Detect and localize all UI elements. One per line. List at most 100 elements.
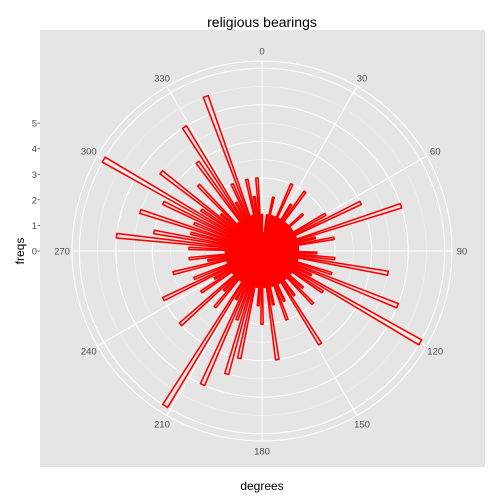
angle-tick-180: 180 xyxy=(254,447,270,458)
x-axis-title: degrees xyxy=(240,479,283,493)
bar-32 xyxy=(261,250,292,275)
bar-26 xyxy=(261,250,299,262)
bar-41 xyxy=(261,250,274,288)
angle-tick-150: 150 xyxy=(354,420,370,431)
bar-16 xyxy=(261,200,363,252)
bar-76 xyxy=(199,208,263,252)
bar-30 xyxy=(261,250,423,346)
bar-36 xyxy=(261,250,296,297)
bar-38 xyxy=(261,250,281,285)
bar-44 xyxy=(261,250,266,289)
bar-63 xyxy=(226,250,263,264)
bar-9 xyxy=(261,190,307,252)
bar-62 xyxy=(193,250,263,281)
bar-88 xyxy=(252,195,263,252)
bar-23 xyxy=(261,250,318,255)
bar-80 xyxy=(237,221,263,252)
bar-0 xyxy=(260,213,264,252)
bar-61 xyxy=(161,250,263,302)
bar-22 xyxy=(261,248,300,252)
bar-81 xyxy=(195,160,263,252)
bar-50 xyxy=(235,250,263,321)
bar-72 xyxy=(138,208,263,252)
bar-17 xyxy=(261,235,297,252)
bar-77 xyxy=(159,169,263,252)
angle-tick-90: 90 xyxy=(457,247,468,258)
bar-4 xyxy=(261,214,274,252)
angle-tick-300: 300 xyxy=(81,147,97,158)
angle-tick-330: 330 xyxy=(154,73,170,84)
bar-8 xyxy=(261,203,293,252)
bar-89 xyxy=(254,177,263,252)
radial-tick-labels: 0 1 2 3 4 5 xyxy=(32,119,40,258)
radial-tick-3: 3 xyxy=(32,170,37,181)
bar-13 xyxy=(261,227,292,252)
bar-21 xyxy=(261,245,300,252)
bar-3 xyxy=(261,196,276,252)
bar-10 xyxy=(261,221,287,252)
radial-tick-2: 2 xyxy=(32,195,37,206)
bar-29 xyxy=(261,250,313,277)
bar-59 xyxy=(199,250,263,294)
bar-45 xyxy=(260,250,264,325)
bar-54 xyxy=(239,250,263,282)
bar-55 xyxy=(213,250,263,309)
bar-84 xyxy=(230,182,263,252)
bar-25 xyxy=(261,250,390,276)
bar-14 xyxy=(261,229,294,252)
bars xyxy=(101,94,423,409)
bar-34 xyxy=(261,250,315,306)
bar-2 xyxy=(261,213,269,252)
bar-79 xyxy=(196,183,263,252)
bar-46 xyxy=(256,250,263,307)
angle-tick-270: 270 xyxy=(54,247,70,258)
bar-82 xyxy=(181,125,263,252)
bar-18 xyxy=(261,202,403,252)
bar-52 xyxy=(234,250,263,301)
bar-70 xyxy=(152,229,263,252)
bar-5 xyxy=(261,215,276,252)
radial-tick-1: 1 xyxy=(32,221,37,232)
bar-83 xyxy=(234,201,263,252)
bar-39 xyxy=(261,250,286,303)
angle-tick-120: 120 xyxy=(427,347,443,358)
bar-27 xyxy=(261,250,333,276)
bar-12 xyxy=(261,212,305,252)
bar-78 xyxy=(219,212,263,252)
bar-71 xyxy=(190,231,263,252)
bar-56 xyxy=(222,250,263,292)
radial-tick-0: 0 xyxy=(32,247,37,258)
bar-86 xyxy=(250,214,263,252)
angle-tick-labels: 0 30 60 90 120 150 180 210 240 270 300 330 xyxy=(54,47,467,458)
angle-tick-210: 210 xyxy=(154,420,170,431)
bar-35 xyxy=(261,250,287,281)
bar-42 xyxy=(261,250,276,306)
bar-60 xyxy=(213,250,263,280)
bar-6 xyxy=(261,182,294,252)
bar-51 xyxy=(199,250,263,387)
bar-48 xyxy=(236,250,263,360)
bar-73 xyxy=(193,221,263,252)
bar-7 xyxy=(261,217,281,252)
angle-tick-60: 60 xyxy=(430,147,441,158)
bar-85 xyxy=(202,94,263,252)
bar-58 xyxy=(232,250,263,275)
radial-tick-4: 4 xyxy=(32,144,37,155)
bar-65 xyxy=(207,250,263,263)
bar-87 xyxy=(244,178,263,252)
bar-49 xyxy=(224,250,263,376)
bar-43 xyxy=(261,250,280,361)
bar-40 xyxy=(261,250,289,321)
bar-64 xyxy=(172,250,263,276)
radial-tick-5: 5 xyxy=(32,119,37,130)
bar-53 xyxy=(161,250,263,409)
bar-75 xyxy=(101,156,263,252)
bar-66 xyxy=(188,250,263,261)
bar-11 xyxy=(261,223,289,252)
bar-19 xyxy=(261,236,317,252)
chart-title: religious bearings xyxy=(207,14,317,30)
y-axis-title: freqs xyxy=(13,238,27,265)
bar-68 xyxy=(188,246,263,252)
bar-37 xyxy=(261,250,323,346)
